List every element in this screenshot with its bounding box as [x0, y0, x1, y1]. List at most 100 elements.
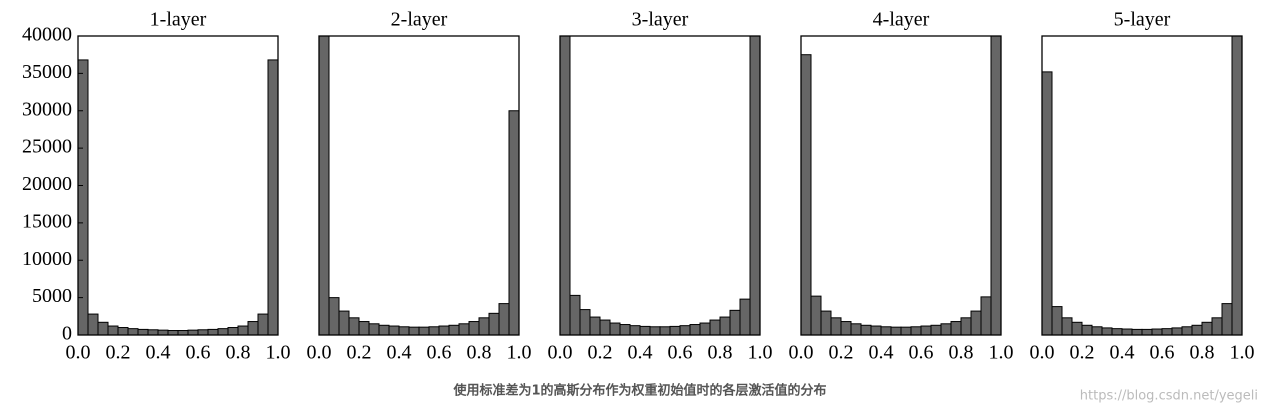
x-tick-label: 1.0 [266, 342, 291, 364]
histogram-bar [830, 317, 842, 335]
histogram-bar [900, 326, 912, 335]
x-tick-label: 0.2 [1070, 342, 1095, 364]
y-tick-label: 15000 [22, 210, 72, 232]
histogram-bar [960, 317, 972, 335]
histogram-bar [1201, 321, 1213, 335]
y-tick-label: 10000 [22, 248, 72, 270]
histogram-bar [1131, 328, 1143, 335]
plot-area [1042, 36, 1242, 335]
histogram-bar [659, 326, 671, 335]
x-tick-label: 0.2 [588, 342, 613, 364]
histogram-bar [247, 321, 259, 335]
plot-area [78, 59, 278, 335]
histogram-bar [1191, 324, 1203, 335]
panel-title: 3-layer [632, 9, 689, 31]
panel-title: 5-layer [1114, 9, 1171, 31]
histogram-bar [428, 326, 440, 335]
histogram-bar [619, 324, 631, 335]
histogram-bar [368, 323, 380, 335]
histogram-bar [1071, 321, 1083, 335]
histogram-bar [990, 36, 1001, 335]
histogram-bar [649, 326, 661, 335]
histogram-bar [398, 326, 410, 335]
histogram-bar [910, 326, 922, 335]
histogram-bar [97, 321, 109, 335]
x-tick-label: 0.6 [427, 342, 452, 364]
histogram-bar [579, 309, 591, 335]
histogram-bar [498, 303, 510, 335]
y-tick-label: 40000 [22, 24, 72, 46]
histogram-bar [1221, 303, 1233, 335]
histogram-bar [257, 313, 269, 335]
x-tick-label: 0.6 [186, 342, 211, 364]
histogram-bar [920, 325, 932, 335]
histogram-bar [729, 309, 741, 335]
histogram-bar [850, 323, 862, 335]
histogram-bar [609, 322, 621, 335]
x-tick-label: 1.0 [507, 342, 532, 364]
histogram-bar [408, 326, 420, 335]
panel-title: 2-layer [391, 9, 448, 31]
caption: 使用标准差为1的高斯分布作为权重初始值时的各层激活值的分布 [452, 383, 826, 399]
x-tick-label: 0.0 [66, 342, 91, 364]
histogram-bar [338, 310, 350, 335]
histogram-bar [940, 323, 952, 335]
histogram-bar [157, 329, 169, 335]
histogram-bar [488, 312, 500, 335]
axes-frame [1041, 35, 1243, 336]
x-tick-label: 1.0 [748, 342, 773, 364]
histogram-bar [1161, 328, 1173, 335]
x-tick-label: 0.8 [949, 342, 974, 364]
histogram-bar [1151, 328, 1163, 335]
histogram-bar [137, 328, 149, 335]
x-tick-label: 0.6 [1150, 342, 1175, 364]
histogram-bar [1061, 317, 1073, 335]
histogram-bar [197, 329, 209, 335]
histogram-bar [930, 324, 942, 335]
x-tick-label: 0.6 [668, 342, 693, 364]
histogram-bar [448, 324, 460, 335]
x-tick-label: 0.8 [708, 342, 733, 364]
histogram-bar [1181, 326, 1193, 335]
histogram-bar [319, 36, 330, 335]
histogram-bar [1101, 327, 1113, 335]
x-tick-label: 0.0 [548, 342, 573, 364]
x-tick-label: 0.0 [789, 342, 814, 364]
histogram-bar [458, 323, 470, 335]
histogram-bar [187, 329, 199, 335]
x-tick-label: 0.4 [146, 342, 171, 364]
histogram-bar [1051, 306, 1063, 335]
histogram-bar [1111, 328, 1123, 335]
histogram-bar [709, 319, 721, 335]
histogram-bar [749, 36, 760, 335]
histogram-bar [589, 316, 601, 335]
histogram-bar [880, 326, 892, 335]
histogram-bar [167, 330, 179, 335]
axes-frame [318, 35, 520, 336]
watermark: https://blog.csdn.net/yegeli [1080, 389, 1258, 404]
y-tick-label: 20000 [22, 173, 72, 195]
y-tick-label: 25000 [22, 136, 72, 158]
plot-area [319, 36, 519, 335]
histogram-bar [358, 321, 370, 335]
axes-frame [800, 35, 1002, 336]
x-tick-label: 0.0 [307, 342, 332, 364]
histogram-bar [629, 325, 641, 335]
x-tick-label: 0.2 [106, 342, 131, 364]
histogram-bar [378, 324, 390, 335]
y-tick-label: 35000 [22, 61, 72, 83]
histogram-bar [478, 317, 490, 335]
histogram-bar [1231, 36, 1242, 335]
histogram-bar [810, 295, 822, 335]
histogram-bar [1211, 317, 1223, 335]
histogram-bar [438, 325, 450, 335]
x-tick-label: 0.8 [226, 342, 251, 364]
x-tick-label: 0.0 [1030, 342, 1055, 364]
plot-area [560, 36, 760, 335]
histogram-bar [801, 54, 812, 335]
x-tick-label: 0.4 [628, 342, 653, 364]
histogram-bar [388, 325, 400, 335]
histogram-bar [689, 324, 701, 335]
y-tick-label: 0 [62, 323, 72, 345]
